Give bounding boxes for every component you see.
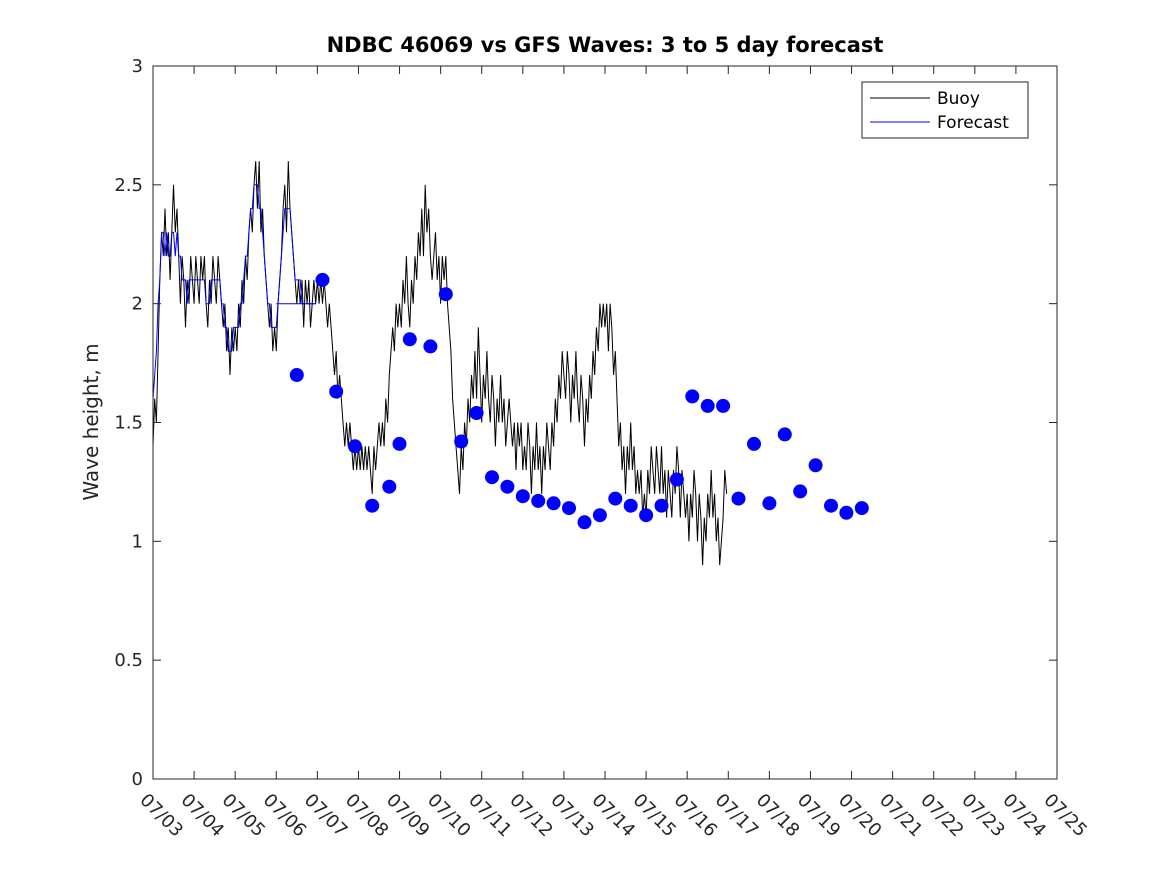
y-tick-label: 2: [132, 294, 143, 315]
forecast-marker: [500, 479, 515, 494]
forecast-marker: [531, 493, 546, 508]
forecast-marker: [762, 496, 777, 511]
y-tick-label: 2.5: [114, 175, 143, 196]
y-tick-label: 0: [132, 769, 143, 790]
y-axis: 0 0.5 1 1.5 2 2.5 3: [114, 56, 1057, 790]
forecast-marker: [731, 491, 746, 506]
forecast-marker: [562, 501, 576, 516]
y-axis-label: Wave height, m: [79, 343, 103, 500]
forecast-marker: [747, 436, 761, 451]
forecast-marker: [423, 339, 438, 354]
forecast-marker: [515, 489, 530, 504]
forecast-marker: [348, 439, 362, 454]
forecast-marker: [654, 498, 669, 513]
forecast-marker: [669, 472, 684, 487]
forecast-marker: [808, 458, 823, 473]
forecast-marker: [392, 436, 407, 451]
legend-buoy-label: Buoy: [937, 89, 980, 109]
legend-box: [861, 81, 1029, 139]
forecast-marker: [365, 498, 380, 513]
y-tick-label: 3: [132, 56, 143, 77]
forecast-marker: [329, 384, 344, 399]
plot-area: [153, 66, 1057, 779]
forecast-marker: [623, 498, 638, 513]
forecast-marker: [485, 470, 499, 485]
forecast-marker: [854, 501, 869, 516]
markers-layer: [289, 272, 869, 530]
forecast-marker: [315, 272, 330, 287]
forecast-marker: [577, 515, 592, 530]
forecast-marker: [382, 479, 397, 494]
forecast-marker: [824, 498, 838, 513]
forecast-marker: [592, 508, 607, 523]
forecast-marker: [716, 398, 731, 413]
legend-forecast-label: Forecast: [937, 113, 1009, 133]
forecast-marker: [402, 332, 417, 347]
forecast-marker: [639, 508, 654, 523]
forecast-marker: [454, 434, 469, 449]
forecast-marker: [793, 484, 808, 499]
series-layer: [152, 161, 728, 566]
forecast-marker: [685, 389, 700, 404]
forecast-marker: [438, 287, 453, 302]
forecast-marker: [289, 368, 304, 382]
forecast-marker: [608, 491, 623, 506]
forecast-marker: [469, 406, 484, 420]
y-tick-label: 1.5: [114, 413, 143, 434]
forecast-marker: [839, 505, 854, 520]
chart-title: NDBC 46069 vs GFS Waves: 3 to 5 day fore…: [327, 33, 884, 57]
forecast-marker: [700, 398, 715, 413]
series-line-forecast: [152, 184, 316, 399]
y-tick-label: 0.5: [114, 650, 143, 671]
forecast-marker: [777, 427, 792, 442]
forecast-marker: [546, 496, 561, 511]
y-tick-label: 1: [132, 531, 143, 552]
legend: Buoy Forecast: [861, 81, 1029, 139]
